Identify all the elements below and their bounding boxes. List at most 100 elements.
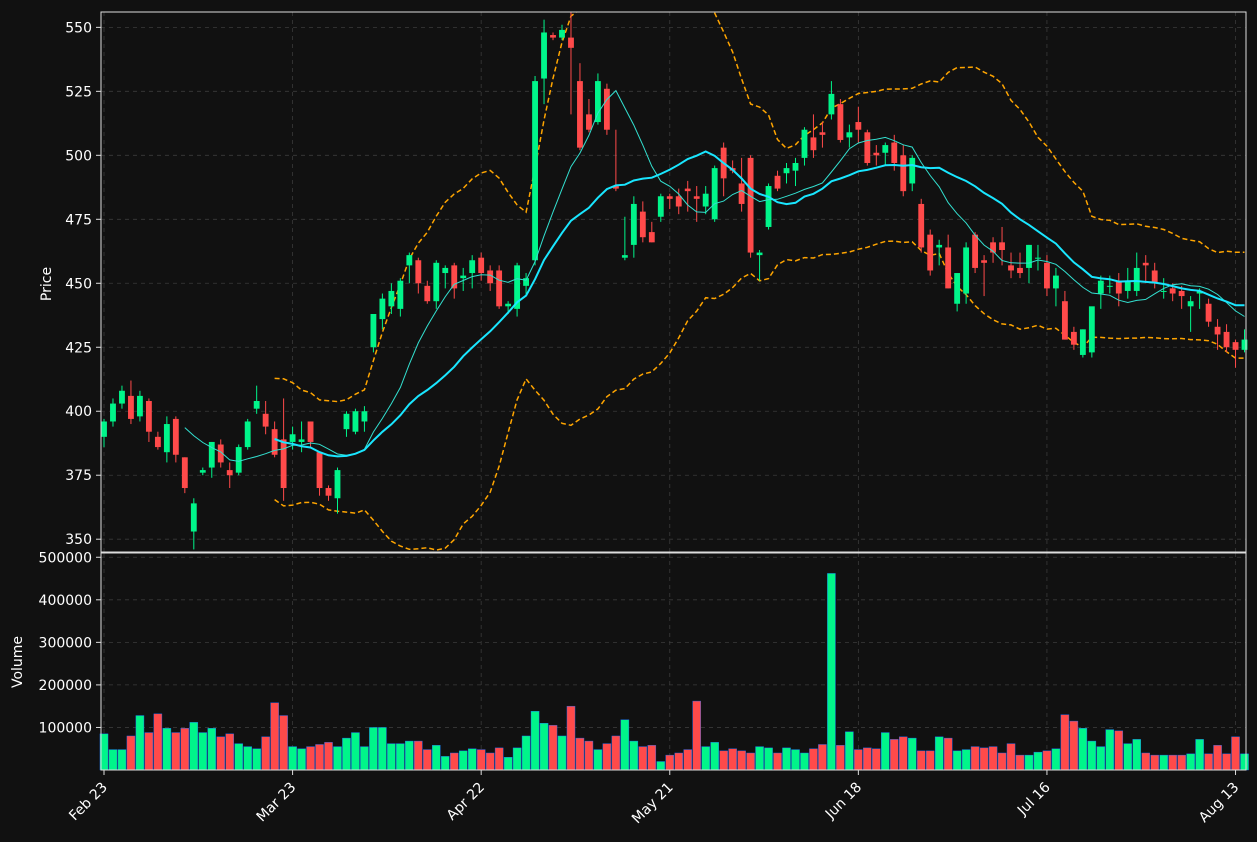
volume-bar [243, 746, 252, 771]
candle-body [532, 81, 538, 261]
volume-bar [521, 735, 531, 771]
candle-body [603, 88, 610, 130]
volume-bar [575, 737, 585, 771]
candle-body [487, 270, 494, 284]
volume-bar [961, 749, 971, 771]
candle-body [1151, 270, 1158, 284]
candle-body [370, 313, 377, 348]
candle-body [1133, 267, 1140, 291]
volume-bar [360, 746, 369, 771]
volume-bar [692, 700, 701, 771]
volume-bar [144, 732, 154, 771]
volume-bar [423, 749, 432, 771]
volume-bar [1051, 748, 1061, 771]
volume-bar [881, 732, 890, 771]
candle-body [837, 104, 844, 140]
candle-body [1070, 331, 1077, 345]
volume-bar [396, 743, 405, 771]
volume-bar [117, 749, 127, 771]
candle-body [559, 29, 565, 38]
volume-bar [306, 746, 315, 771]
volume-bar [162, 728, 172, 771]
candle-body [738, 183, 745, 204]
volume-bar [674, 752, 683, 771]
price-tick-label: 475 [65, 212, 92, 228]
volume-bar [845, 731, 854, 771]
volume-bar [602, 743, 612, 771]
candle-body [1223, 331, 1230, 348]
volume-bar [1060, 714, 1070, 771]
candle-body [316, 452, 323, 489]
candle-body [262, 413, 269, 427]
volume-bar [449, 752, 459, 771]
candle-body [828, 93, 835, 115]
volume-bar [872, 748, 881, 771]
upper-band-line [274, 12, 1245, 403]
candle-body [163, 424, 170, 453]
candle-body [945, 247, 952, 289]
candle-body [352, 411, 359, 432]
volume-bar [566, 705, 576, 771]
volume-bar [638, 746, 648, 771]
volume-bar [1231, 736, 1240, 771]
volume-tick-label: 500000 [39, 550, 92, 566]
candle-body [783, 168, 790, 174]
volume-bar [225, 733, 234, 771]
volume-bar [126, 735, 136, 771]
volume-bar [925, 750, 935, 771]
candle-body [478, 257, 485, 274]
candle-body [810, 137, 817, 151]
volume-bar [854, 749, 863, 771]
candle-body [864, 132, 871, 163]
candle-body [1214, 326, 1221, 335]
candle-body [226, 470, 233, 476]
price-tick-label: 525 [65, 84, 92, 100]
volume-bar [557, 735, 567, 771]
volume-bar [1105, 729, 1115, 771]
price-tick-label: 550 [65, 20, 92, 36]
volume-bar [800, 752, 809, 771]
volume-bar [135, 715, 145, 771]
volume-bar [593, 749, 603, 771]
volume-bar [1186, 753, 1195, 771]
candle-body [1160, 290, 1167, 292]
candle-body [298, 439, 305, 442]
price-tick-label: 400 [65, 404, 92, 420]
volume-bar [153, 713, 163, 771]
volume-bar [279, 715, 288, 771]
candle-body [882, 145, 889, 153]
volume-bar [252, 748, 261, 771]
volume-bar [997, 752, 1007, 771]
candle-body [846, 132, 853, 138]
price-axis-label: Price [39, 267, 55, 301]
candle-body [1017, 267, 1023, 274]
volume-bar [1150, 754, 1159, 771]
candle-body [271, 429, 278, 455]
volume-bar [1195, 739, 1204, 771]
candle-body [137, 395, 143, 417]
candle-body [693, 196, 700, 199]
candle-body [235, 447, 242, 473]
candle-body [774, 175, 781, 189]
candle-body [379, 298, 386, 320]
volume-bar [1006, 743, 1016, 771]
candle-body [280, 439, 287, 489]
candle-body [1008, 265, 1014, 271]
candle-body [289, 434, 296, 442]
volume-bar [1240, 753, 1249, 771]
volume-bar [1132, 739, 1141, 771]
volume-bar [539, 722, 549, 771]
candle-body [217, 444, 224, 463]
candle-body [199, 470, 206, 473]
volume-bar [584, 740, 594, 771]
volume-bar [1159, 754, 1168, 771]
candle-body [1088, 306, 1095, 353]
volume-bar [890, 739, 899, 771]
price-tick-label: 425 [65, 340, 92, 356]
volume-bar [620, 719, 630, 771]
volume-tick-label: 200000 [39, 678, 92, 694]
volume-tick-label: 400000 [39, 593, 92, 609]
price-tick-label: 375 [65, 468, 92, 484]
volume-bar [387, 743, 396, 771]
volume-bar [180, 728, 190, 771]
